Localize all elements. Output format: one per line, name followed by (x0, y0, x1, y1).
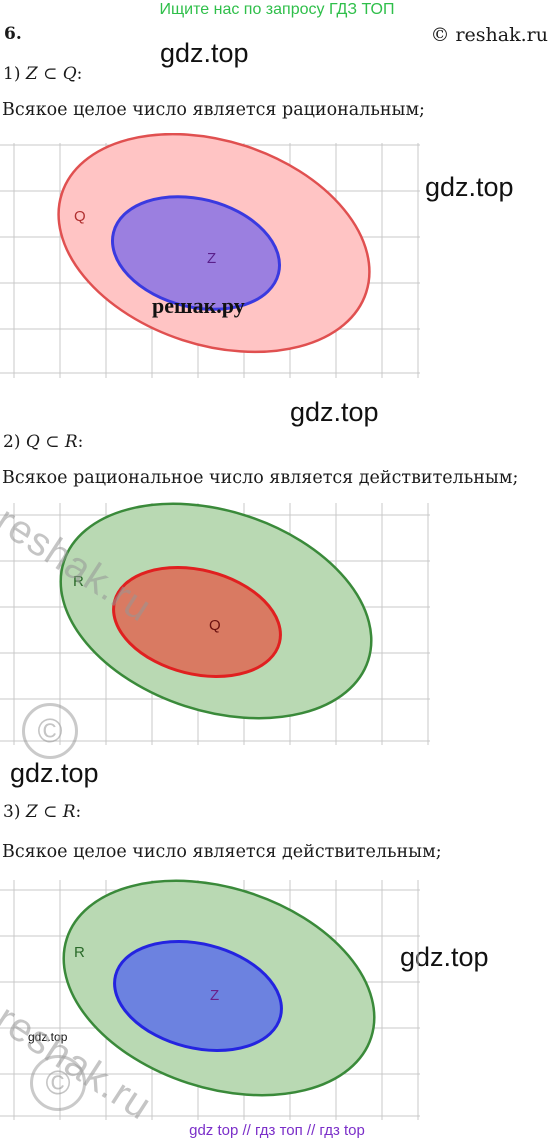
section-3-sentence: Всякое целое число является действительн… (2, 842, 442, 862)
watermark-gdz: gdz.top (425, 172, 514, 202)
inner-set-label: Z (207, 250, 216, 267)
venn-diagram-2: R Q (0, 502, 430, 745)
venn-diagram-1: Q Z (0, 133, 420, 378)
outer-set-label: R (73, 573, 84, 590)
watermark-gdz: gdz.top (10, 758, 99, 788)
inner-set-label: Z (210, 987, 219, 1004)
watermark-gdz: gdz.top (160, 38, 249, 68)
footer-links: gdz top // гдз топ // гдз top (189, 1122, 365, 1139)
watermark-reshak-ru: решак.ру (152, 293, 245, 318)
outer-set-label: Q (74, 208, 86, 225)
watermark-gdz: gdz.top (290, 397, 379, 427)
outer-set-label: R (74, 944, 85, 961)
watermark-gdz-small: gdz.top (28, 1030, 68, 1044)
section-1-heading: 1) Z ⊂ Q: (3, 64, 83, 84)
section-1-sentence: Всякое целое число является рациональным… (2, 100, 425, 120)
task-number: 6. (4, 24, 22, 44)
section-2-sentence: Всякое рациональное число является дейст… (2, 468, 519, 488)
inner-set-label: Q (209, 617, 221, 634)
copyright-circle-watermark: © (30, 1055, 86, 1111)
section-2-heading: 2) Q ⊂ R: (3, 432, 84, 452)
venn-diagram-3: R Z (0, 879, 420, 1120)
watermark-gdz: gdz.top (400, 942, 489, 972)
copyright-circle-watermark: © (22, 703, 78, 759)
search-banner: Ищите нас по запросу ГДЗ ТОП (159, 1, 395, 18)
section-3-heading: 3) Z ⊂ R: (3, 802, 82, 822)
copyright-notice: © reshak.ru (430, 24, 548, 46)
